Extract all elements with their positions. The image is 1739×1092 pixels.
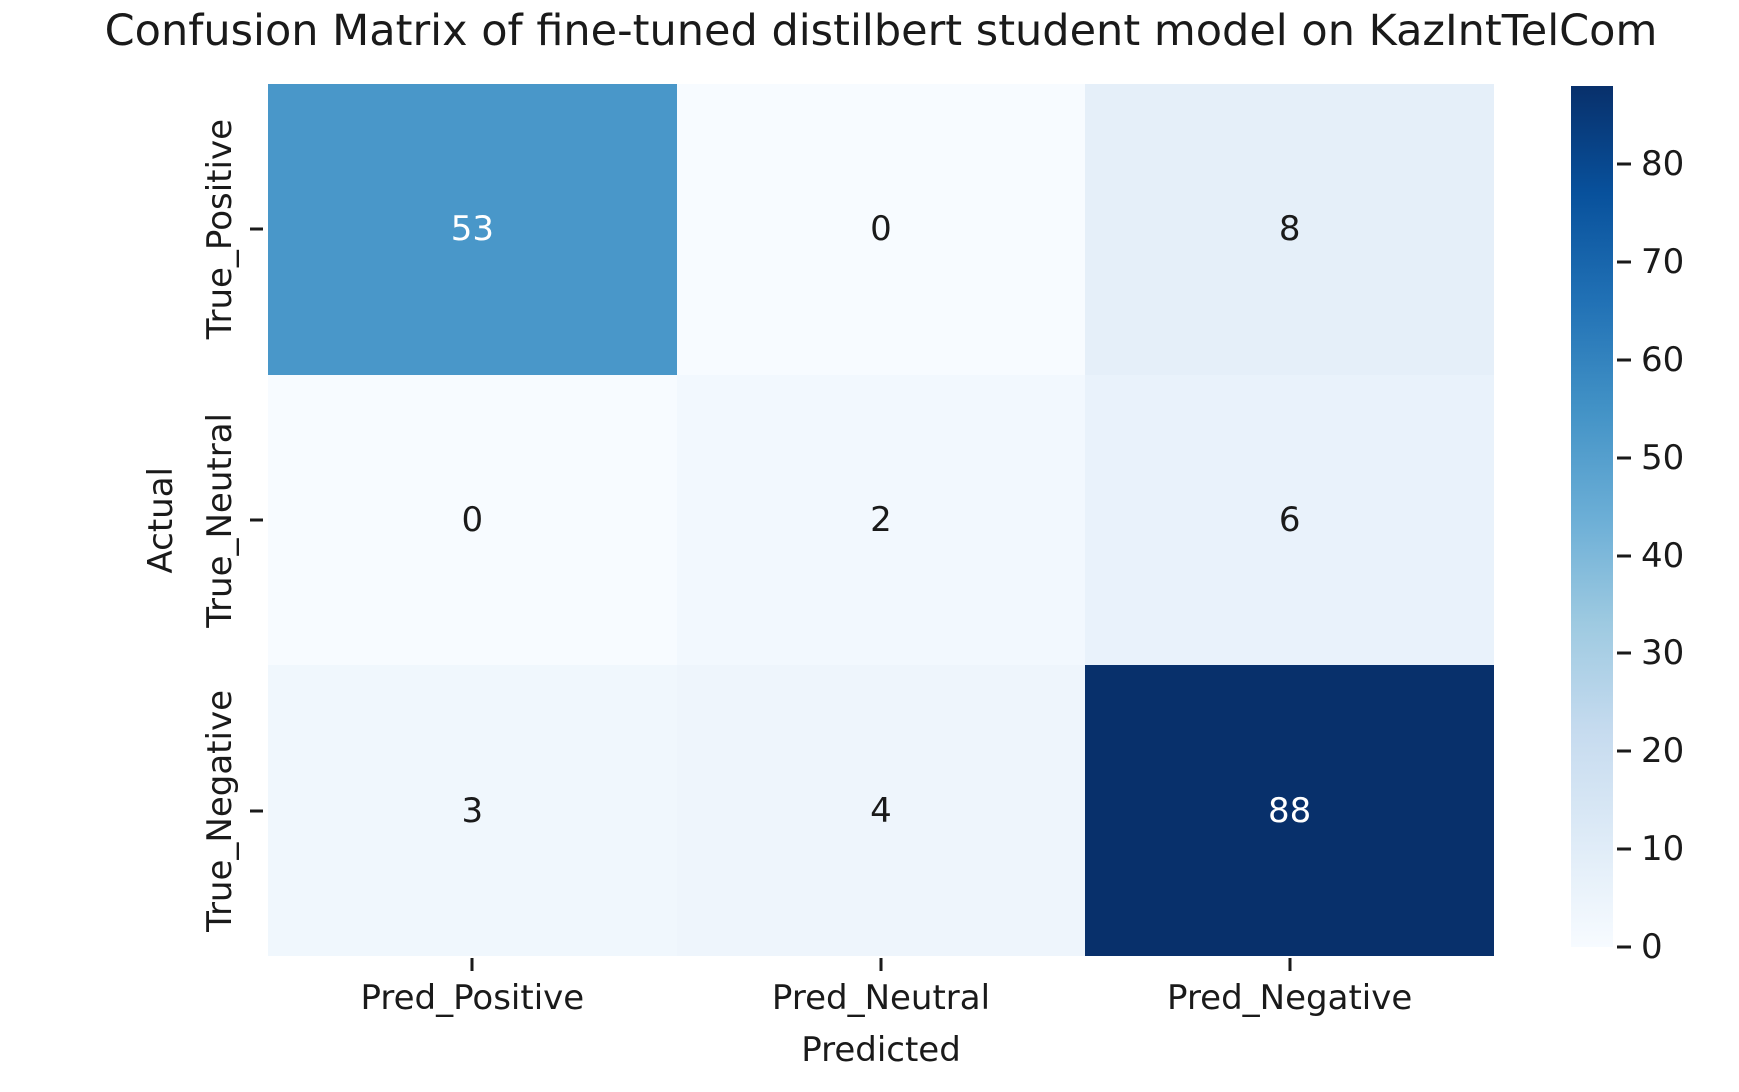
heatmap-cell-1-2: 6	[1085, 374, 1494, 666]
heatmap-cell-2-1: 4	[676, 665, 1086, 956]
y-tick-label-2: True_Negative	[200, 689, 240, 932]
colorbar-tick-label-60: 60	[1641, 339, 1685, 380]
colorbar-tick-mark	[1617, 456, 1631, 460]
cell-value: 3	[461, 790, 484, 831]
y-axis-label: Actual	[141, 466, 181, 574]
cell-value: 88	[1268, 790, 1312, 831]
y-axis-label-wrap: Actual	[138, 84, 184, 956]
cell-value: 8	[1278, 209, 1301, 250]
cell-value: 6	[1278, 499, 1301, 540]
cell-value: 0	[461, 499, 484, 540]
heatmap-cell-2-2: 88	[1085, 665, 1494, 956]
heatmap-cell-0-2: 8	[1085, 84, 1494, 375]
colorbar-tick-label-80: 80	[1641, 144, 1685, 185]
colorbar-tick-mark	[1617, 162, 1631, 166]
x-tick-label-0: Pred_Positive	[360, 978, 585, 1018]
colorbar-tick-mark	[1617, 260, 1631, 264]
y-tick-mark	[250, 809, 263, 813]
colorbar-tick-label-20: 20	[1641, 731, 1685, 772]
colorbar-tick-mark	[1617, 358, 1631, 362]
colorbar	[1571, 86, 1613, 947]
heatmap-cell-2-0: 3	[268, 665, 677, 956]
x-axis-label: Predicted	[801, 1030, 961, 1070]
heatmap-cell-1-0: 0	[268, 374, 677, 666]
colorbar-tick-mark	[1617, 554, 1631, 558]
chart-title: Confusion Matrix of fine-tuned distilber…	[104, 6, 1658, 56]
colorbar-tick-mark	[1617, 847, 1631, 851]
y-tick-label-0: True_Positive	[200, 119, 240, 340]
x-tick-mark	[879, 958, 883, 971]
heatmap-cell-0-1: 0	[676, 84, 1086, 375]
y-tick-mark	[250, 227, 263, 231]
y-tick-label-wrap: True_Neutral	[194, 375, 240, 665]
y-tick-mark	[250, 518, 263, 522]
cell-value: 53	[450, 209, 494, 250]
y-tick-label-wrap: True_Negative	[194, 666, 240, 956]
colorbar-tick-mark	[1617, 945, 1631, 949]
x-tick-mark	[470, 958, 474, 971]
cell-value: 2	[870, 499, 892, 540]
colorbar-tick-label-70: 70	[1641, 242, 1685, 283]
colorbar-tick-label-10: 10	[1641, 829, 1685, 870]
y-tick-label-1: True_Neutral	[200, 412, 240, 628]
y-tick-label-wrap: True_Positive	[194, 84, 240, 374]
x-tick-label-1: Pred_Neutral	[771, 978, 991, 1018]
colorbar-tick-mark	[1617, 749, 1631, 753]
colorbar-tick-label-30: 30	[1641, 633, 1685, 674]
colorbar-tick-label-50: 50	[1641, 437, 1685, 478]
cell-value: 0	[870, 209, 892, 250]
colorbar-tick-label-40: 40	[1641, 535, 1685, 576]
heatmap-cell-1-1: 2	[676, 374, 1086, 666]
cell-value: 4	[870, 790, 892, 831]
colorbar-tick-label-0: 0	[1641, 927, 1663, 967]
x-tick-label-2: Pred_Negative	[1167, 978, 1413, 1018]
heatmap-cell-0-0: 53	[268, 84, 677, 375]
x-tick-mark	[1288, 958, 1292, 971]
colorbar-tick-mark	[1617, 651, 1631, 655]
heatmap-grid: 53 0 8 0 2 6 3 4 88	[268, 84, 1494, 956]
